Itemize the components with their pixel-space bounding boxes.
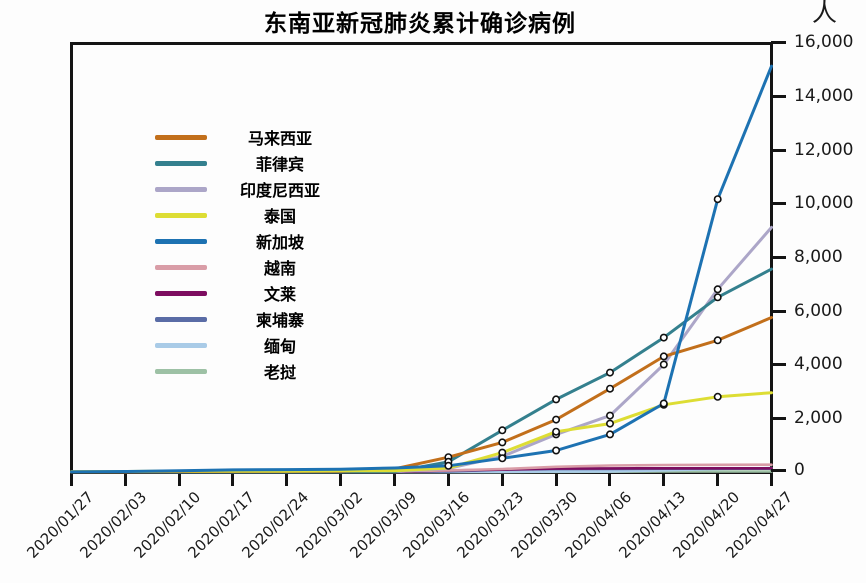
legend-label: 印度尼西亚 [239,181,320,200]
y-axis-tick-label: 10,000 [794,193,854,213]
legend-item: 新加坡 [155,230,340,252]
x-axis-tick [178,474,181,486]
legend-item: 马来西亚 [155,126,340,148]
legend-item: 印度尼西亚 [155,178,340,200]
y-axis-tick-label: 12,000 [794,140,854,160]
legend-swatch [155,368,207,374]
x-axis-tick [608,474,611,486]
y-axis-unit-label: 人 [812,0,838,27]
y-tick-mark [771,201,786,205]
legend-swatch [155,212,207,218]
y-axis-tick-label: 16,000 [794,32,854,52]
y-axis-tick-label: 4,000 [794,354,843,374]
legend-item: 缅甸 [155,334,340,356]
y-tick-mark [771,309,786,313]
x-axis-tick [555,474,558,486]
legend-item: 老挝 [155,360,340,382]
legend-label: 菲律宾 [255,155,304,174]
legend-item: 泰国 [155,204,340,226]
y-tick-mark [771,468,786,472]
x-axis-tick [770,474,773,486]
legend-label: 老挝 [263,363,296,382]
x-axis-tick [70,474,73,486]
y-tick-mark [771,40,786,44]
y-axis-tick-label: 0 [794,460,805,480]
x-axis-tick [231,474,234,486]
legend-swatch [155,134,207,140]
legend-item: 文莱 [155,282,340,304]
x-axis-tick [339,474,342,486]
legend-swatch [155,238,207,244]
legend-label: 文莱 [263,285,296,304]
legend-label: 马来西亚 [247,129,312,148]
y-tick-mark [771,362,786,366]
legend-item: 柬埔寨 [155,308,340,330]
legend-swatch [155,316,207,322]
y-axis-tick-label: 2,000 [794,408,843,428]
chart-title: 东南亚新冠肺炎累计确诊病例 [264,11,576,37]
x-axis-tick [285,474,288,486]
legend-label: 新加坡 [255,233,304,252]
x-axis-tick [662,474,665,486]
y-tick-mark [771,148,786,152]
x-axis-tick [447,474,450,486]
legend-swatch [155,264,207,270]
x-axis-tick [501,474,504,486]
legend-swatch [155,186,207,192]
legend-swatch [155,290,207,296]
legend-label: 越南 [263,259,296,278]
legend-label: 泰国 [263,207,296,226]
legend-item: 越南 [155,256,340,278]
x-axis-tick [124,474,127,486]
legend-label: 缅甸 [263,337,296,356]
y-axis-tick-label: 6,000 [794,301,843,321]
y-axis-tick-label: 8,000 [794,247,843,267]
y-tick-mark [771,416,786,420]
legend-label: 柬埔寨 [255,311,304,330]
y-tick-mark [771,94,786,98]
y-tick-mark [771,255,786,259]
x-axis-tick [393,474,396,486]
legend-item: 菲律宾 [155,152,340,174]
legend-swatch [155,160,207,166]
y-axis-tick-label: 14,000 [794,86,854,106]
legend-swatch [155,342,207,348]
x-axis-tick [716,474,719,486]
